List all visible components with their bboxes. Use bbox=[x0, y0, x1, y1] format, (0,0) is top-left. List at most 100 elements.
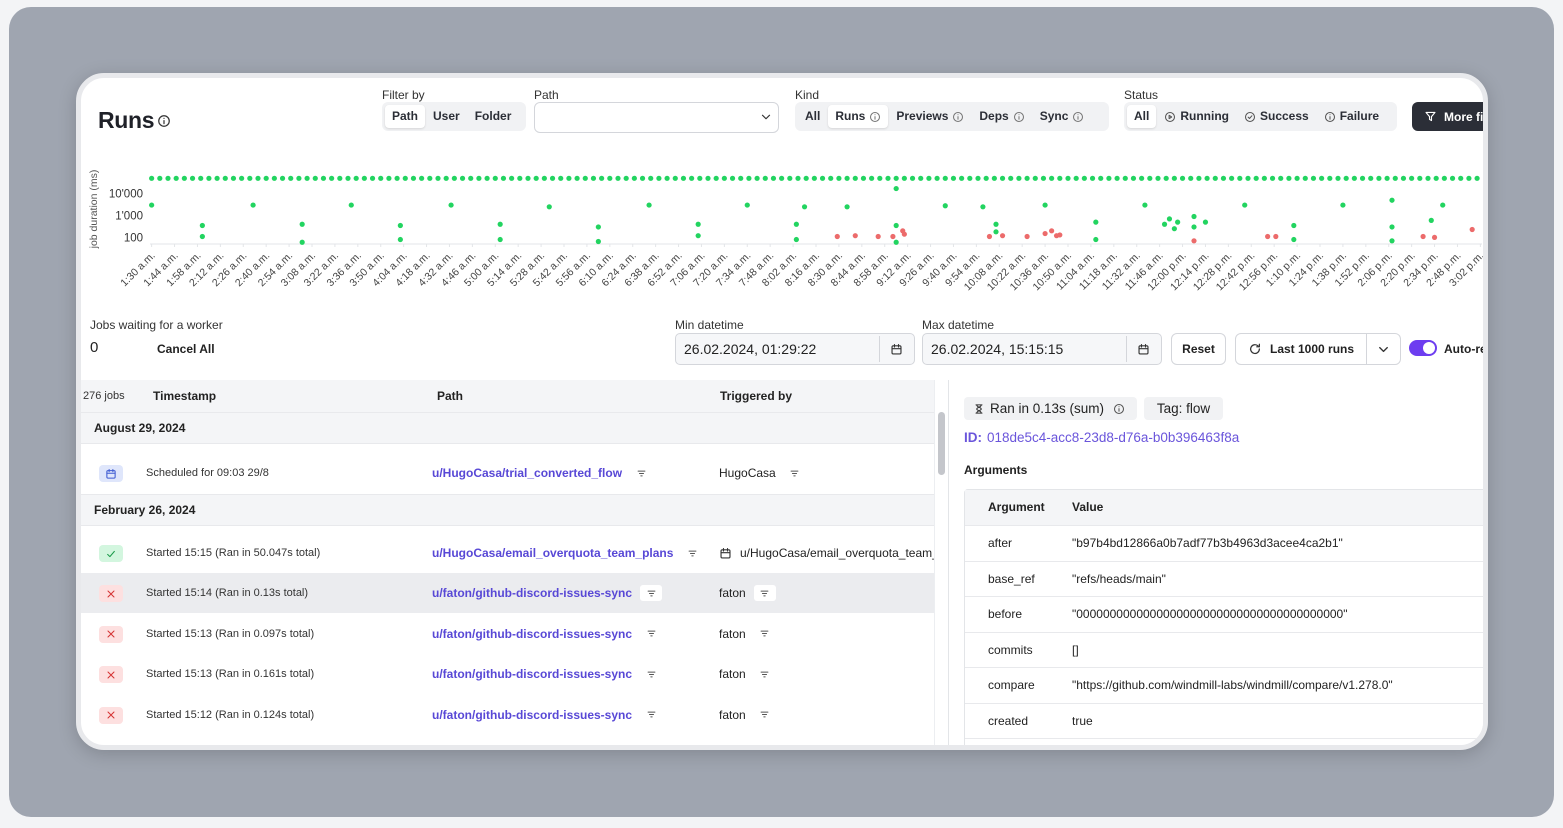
run-point bbox=[607, 175, 613, 181]
run-point bbox=[779, 175, 785, 181]
filter-label: Filter by bbox=[382, 88, 425, 102]
filter-option[interactable]: Deps bbox=[972, 105, 1031, 128]
x-tick-label: 7:48 a.m. bbox=[737, 250, 776, 289]
run-point bbox=[1155, 175, 1161, 181]
run-point bbox=[926, 175, 932, 181]
argument-name: base_ref bbox=[988, 571, 1035, 586]
date-group-label: August 29, 2024 bbox=[94, 421, 186, 435]
duration-badge: Ran in 0.13s (sum) bbox=[964, 397, 1137, 420]
run-point bbox=[1024, 233, 1030, 240]
run-point bbox=[697, 175, 703, 181]
last-runs-label: Last 1000 runs bbox=[1270, 342, 1355, 356]
hour-icon bbox=[973, 403, 985, 415]
filter-option[interactable]: Sync bbox=[1033, 105, 1092, 128]
filter-option[interactable]: Path bbox=[385, 105, 426, 128]
icon-part bbox=[720, 547, 731, 553]
more-filters-button[interactable]: More filters bbox=[1412, 102, 1483, 131]
trigger-filter-button[interactable] bbox=[754, 666, 776, 682]
x-tick-label: 8:02 a.m. bbox=[760, 250, 799, 289]
trigger-filter-button[interactable] bbox=[754, 626, 776, 642]
run-path-cell: u/faton/github-discord-issues-sync bbox=[432, 624, 662, 644]
selected-row[interactable] bbox=[81, 573, 934, 614]
run-path-link[interactable]: u/faton/github-discord-issues-sync bbox=[432, 586, 633, 601]
path-filter-button[interactable] bbox=[681, 545, 703, 561]
filt-icon bbox=[759, 588, 770, 599]
job-id[interactable]: 018de5c4-acc8-23d8-d76a-b0b396463f8a bbox=[987, 430, 1240, 445]
filter-option[interactable]: Failure bbox=[1317, 105, 1386, 128]
run-point bbox=[860, 175, 867, 181]
filt-icon bbox=[646, 709, 657, 720]
x-tick-label: 5:42 a.m. bbox=[531, 250, 570, 289]
last-runs-button[interactable]: Last 1000 runs bbox=[1235, 333, 1367, 365]
icon-part bbox=[637, 470, 645, 476]
x-tick-label: 2:20 p.m. bbox=[1378, 250, 1417, 289]
run-point bbox=[582, 175, 588, 181]
filter-option[interactable]: Runs bbox=[828, 105, 889, 128]
path-filter-button[interactable] bbox=[640, 666, 662, 682]
run-path-link[interactable]: u/faton/github-discord-issues-sync bbox=[432, 707, 633, 722]
triggered-by: faton bbox=[719, 667, 746, 682]
run-point bbox=[967, 175, 973, 181]
datetime-input[interactable] bbox=[922, 333, 1162, 365]
x-tick-label: 1:30 a.m. bbox=[118, 250, 157, 289]
tag-badge: Tag: flow bbox=[1144, 397, 1223, 420]
x-tick-label: 11:32 a.m. bbox=[1100, 250, 1143, 293]
run-point bbox=[599, 175, 605, 181]
status-badge bbox=[99, 465, 123, 482]
run-point bbox=[288, 175, 294, 181]
icon-part bbox=[975, 403, 983, 414]
argument-name: created bbox=[988, 713, 1029, 728]
datetime-input[interactable] bbox=[675, 333, 915, 365]
filter-option-label: All bbox=[1134, 109, 1150, 123]
run-path-link[interactable]: u/HugoCasa/email_overquota_team_plans bbox=[432, 546, 674, 560]
filter-option[interactable]: Folder bbox=[468, 105, 519, 128]
date-group-header bbox=[81, 412, 934, 444]
run-path-link[interactable]: u/faton/github-discord-issues-sync bbox=[432, 626, 633, 641]
reset-button[interactable]: Reset bbox=[1171, 333, 1226, 365]
run-point bbox=[1278, 175, 1284, 181]
run-point bbox=[1245, 175, 1251, 181]
filter-option[interactable]: All bbox=[1127, 105, 1157, 128]
icon-part bbox=[1138, 344, 1149, 355]
column-header: Timestamp bbox=[153, 389, 217, 403]
run-point bbox=[397, 236, 403, 243]
app-window: Runs Filter by Path User Folder Path Kind All Ru… bbox=[76, 73, 1488, 750]
x-tick-label: 4:32 a.m. bbox=[416, 250, 455, 289]
path-filter-button[interactable] bbox=[640, 626, 662, 642]
triggered-by: faton bbox=[719, 707, 746, 722]
run-point bbox=[631, 175, 637, 181]
path-filter-button[interactable] bbox=[630, 465, 652, 481]
icon-part bbox=[1247, 114, 1253, 119]
run-point bbox=[361, 175, 367, 181]
cancel-all-button[interactable]: Cancel All bbox=[157, 342, 215, 356]
trigger-filter-button[interactable] bbox=[754, 707, 776, 723]
last-runs-dropdown[interactable] bbox=[1366, 333, 1401, 365]
filter-option[interactable]: User bbox=[426, 105, 467, 128]
run-path-link[interactable]: u/faton/github-discord-issues-sync bbox=[432, 667, 633, 682]
run-point bbox=[1253, 175, 1259, 181]
filter-option-label: User bbox=[433, 109, 460, 123]
x-tick-label: 2:06 p.m. bbox=[1355, 250, 1394, 289]
run-point bbox=[484, 175, 490, 181]
x-tick-label: 7:06 a.m. bbox=[668, 250, 707, 289]
info-icon bbox=[157, 114, 171, 128]
run-point bbox=[271, 175, 277, 181]
filter-option[interactable]: Running bbox=[1157, 105, 1236, 128]
filter-option[interactable]: Previews bbox=[889, 105, 971, 128]
filter-option[interactable]: Success bbox=[1237, 105, 1316, 128]
filter-option[interactable]: All bbox=[798, 105, 827, 128]
run-path-link[interactable]: u/HugoCasa/trial_converted_flow bbox=[432, 466, 623, 480]
icon-part bbox=[1378, 346, 1388, 352]
run-point bbox=[1417, 175, 1423, 181]
trigger-filter-button[interactable] bbox=[753, 585, 776, 602]
path-filter-button[interactable] bbox=[640, 585, 663, 602]
run-point bbox=[877, 175, 883, 181]
trigger-filter-button[interactable] bbox=[784, 465, 806, 481]
path-select[interactable] bbox=[534, 102, 779, 133]
run-point bbox=[801, 204, 808, 210]
icon-part bbox=[1165, 111, 1176, 122]
filt-icon bbox=[687, 548, 698, 559]
path-filter-button[interactable] bbox=[640, 707, 662, 723]
run-point bbox=[1049, 228, 1055, 234]
run-point bbox=[337, 175, 343, 181]
